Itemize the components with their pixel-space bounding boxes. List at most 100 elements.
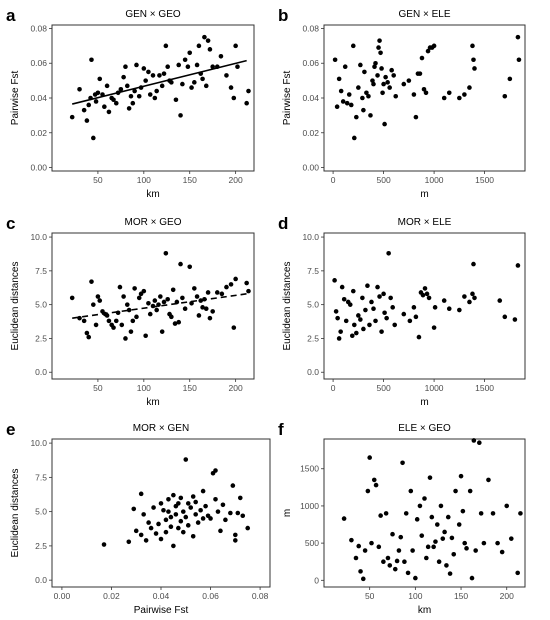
data-point <box>102 104 107 109</box>
data-point <box>113 318 119 324</box>
data-point <box>173 97 179 103</box>
data-point <box>502 93 508 99</box>
data-point <box>486 477 491 483</box>
data-point <box>348 102 354 108</box>
x-tick-label: 1500 <box>475 383 494 393</box>
data-point <box>208 516 213 521</box>
data-point <box>441 95 447 101</box>
data-point <box>126 539 132 545</box>
data-point <box>159 329 165 334</box>
data-point <box>427 475 433 480</box>
y-tick-label: 0.00 <box>302 163 319 173</box>
data-point <box>166 496 171 502</box>
y-tick-label: 0.00 <box>30 163 47 173</box>
data-point <box>176 62 182 68</box>
data-point <box>353 555 359 561</box>
data-point <box>202 296 207 302</box>
data-point <box>207 47 213 52</box>
data-point <box>154 88 159 94</box>
data-point <box>178 261 183 267</box>
data-point <box>336 336 342 341</box>
data-point <box>89 279 94 284</box>
panel-tag: c <box>6 214 15 233</box>
x-axis-title: Pairwise Fst <box>134 605 189 616</box>
data-point <box>171 543 176 549</box>
data-point <box>205 290 211 295</box>
x-tick-label: 200 <box>229 383 243 393</box>
data-point <box>163 250 169 256</box>
data-point <box>445 514 451 520</box>
data-point <box>141 66 147 71</box>
data-point <box>194 62 200 68</box>
data-point <box>77 87 82 92</box>
panel-title: MOR × GEO <box>125 217 182 228</box>
data-point <box>473 548 478 553</box>
data-point <box>392 322 398 328</box>
data-point <box>245 525 251 531</box>
y-axis-title: Euclidean distances <box>10 469 21 558</box>
y-tick-label: 7.5 <box>35 472 47 482</box>
data-point <box>231 325 237 330</box>
data-point <box>158 294 163 299</box>
data-point <box>166 509 171 514</box>
data-point <box>124 302 130 307</box>
panel-title: ELE × GEO <box>398 423 451 434</box>
data-point <box>176 319 182 325</box>
y-tick-label: 5.0 <box>35 507 47 517</box>
data-point <box>143 78 148 83</box>
data-point <box>192 286 197 291</box>
data-point <box>95 294 101 299</box>
data-point <box>336 76 342 82</box>
data-point <box>467 299 472 305</box>
data-point <box>182 57 188 63</box>
data-point <box>169 80 174 85</box>
data-point <box>214 64 220 70</box>
data-point <box>203 83 209 89</box>
data-point <box>341 516 347 521</box>
data-point <box>198 71 204 76</box>
data-point <box>367 455 372 460</box>
x-tick-label: 50 <box>93 175 103 185</box>
data-point <box>151 505 156 510</box>
data-point <box>411 92 417 97</box>
data-point <box>86 102 92 108</box>
y-tick-label: 0.04 <box>30 93 47 103</box>
data-point <box>210 309 215 314</box>
data-point <box>172 321 178 326</box>
data-point <box>383 511 389 516</box>
data-point <box>189 300 194 306</box>
data-point <box>84 330 90 336</box>
data-point <box>446 90 452 96</box>
panel-border <box>51 438 271 588</box>
data-point <box>338 88 344 94</box>
data-point <box>516 57 522 63</box>
data-point <box>453 488 458 494</box>
data-point <box>373 482 379 488</box>
panel-border <box>323 232 526 380</box>
data-point <box>462 540 468 546</box>
data-point <box>358 569 363 574</box>
data-point <box>371 81 376 87</box>
data-point <box>421 87 427 92</box>
x-axis-title: km <box>146 189 159 200</box>
y-tick-label: 0 <box>314 575 319 585</box>
data-point <box>467 488 473 494</box>
data-point <box>433 539 438 544</box>
data-point <box>113 100 119 106</box>
data-point <box>349 333 355 339</box>
data-point <box>332 278 337 283</box>
data-point <box>456 522 462 527</box>
data-point <box>410 548 415 553</box>
data-point <box>356 543 362 549</box>
data-point <box>180 81 185 87</box>
data-point <box>163 529 169 535</box>
data-point <box>431 325 437 330</box>
data-point <box>518 511 523 516</box>
data-point <box>441 298 447 303</box>
panel-tag: d <box>278 214 288 233</box>
data-point <box>198 507 203 513</box>
data-point <box>86 334 92 340</box>
data-point <box>464 546 469 551</box>
data-point <box>361 107 366 113</box>
